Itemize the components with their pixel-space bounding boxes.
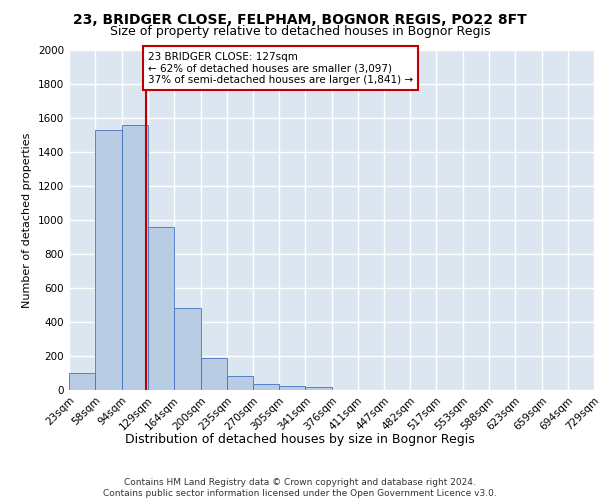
Text: Size of property relative to detached houses in Bognor Regis: Size of property relative to detached ho… <box>110 25 490 38</box>
Text: 23 BRIDGER CLOSE: 127sqm
← 62% of detached houses are smaller (3,097)
37% of sem: 23 BRIDGER CLOSE: 127sqm ← 62% of detach… <box>148 52 413 85</box>
Text: Contains HM Land Registry data © Crown copyright and database right 2024.
Contai: Contains HM Land Registry data © Crown c… <box>103 478 497 498</box>
Y-axis label: Number of detached properties: Number of detached properties <box>22 132 32 308</box>
Bar <box>305 386 331 390</box>
Bar <box>200 358 227 390</box>
Text: Distribution of detached houses by size in Bognor Regis: Distribution of detached houses by size … <box>125 432 475 446</box>
Bar <box>69 373 95 390</box>
Text: 23, BRIDGER CLOSE, FELPHAM, BOGNOR REGIS, PO22 8FT: 23, BRIDGER CLOSE, FELPHAM, BOGNOR REGIS… <box>73 12 527 26</box>
Bar <box>174 308 200 390</box>
Bar <box>95 130 122 390</box>
Bar <box>253 384 279 390</box>
Bar <box>279 386 305 390</box>
Bar <box>122 125 148 390</box>
Bar <box>148 227 174 390</box>
Bar <box>227 376 253 390</box>
